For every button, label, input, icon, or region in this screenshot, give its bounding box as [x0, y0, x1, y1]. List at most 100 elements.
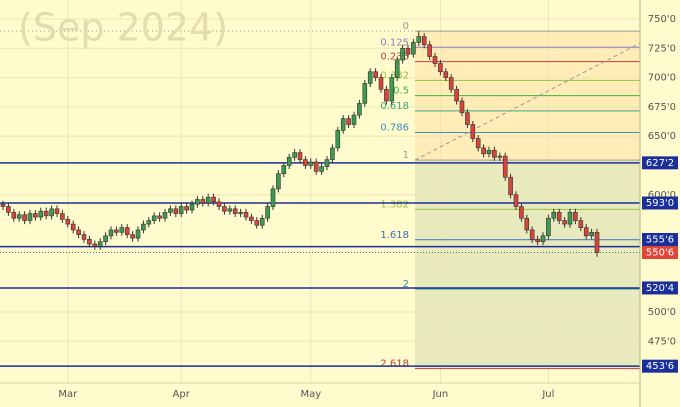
candle-body — [297, 152, 303, 160]
candle-body — [438, 63, 443, 73]
candle-body — [70, 223, 76, 231]
y-tick-label: 600'0 — [648, 190, 676, 201]
candle-body — [141, 223, 146, 231]
candle-body — [38, 210, 44, 218]
candle-body — [43, 210, 49, 217]
candle-body — [103, 235, 108, 242]
candle-body — [259, 217, 265, 226]
plot: Mar Apr May Jun Jul 0 0.125 0.236 0.382 0.5 0.618 0… — [0, 0, 641, 400]
price-tag-label: 555'6 — [646, 235, 674, 246]
candle-body — [443, 71, 449, 78]
y-tick-label: 500'0 — [648, 307, 676, 318]
candle-body — [389, 77, 395, 102]
fib-label: 0.236 — [380, 52, 409, 63]
candle-body — [135, 229, 141, 239]
candle-body — [475, 138, 481, 149]
candle-body — [594, 231, 600, 253]
y-tick-label: 725'0 — [648, 43, 676, 54]
candle-body — [173, 208, 179, 214]
candle-body — [232, 208, 238, 214]
candle-body — [373, 71, 378, 78]
candle-body — [465, 112, 470, 125]
candle-body — [16, 214, 22, 219]
y-tick-label: 750'0 — [648, 14, 676, 25]
candle-body — [367, 71, 373, 84]
x-tick-label: Jul — [541, 389, 554, 400]
candle-body — [578, 220, 584, 228]
candle-body — [378, 77, 384, 90]
candle-body — [313, 161, 319, 172]
candle-body — [151, 215, 157, 221]
candle-body — [324, 159, 330, 167]
candle-body — [481, 147, 486, 155]
candle-body — [384, 89, 389, 102]
candle-body — [583, 227, 589, 237]
fib-label: 1 — [403, 150, 409, 161]
candle-body — [567, 212, 573, 225]
y-tick-label: 650'0 — [648, 131, 676, 142]
candle-body — [346, 118, 351, 125]
candle-body — [162, 212, 168, 219]
candle-body — [205, 196, 211, 204]
candle-body — [108, 229, 114, 237]
candle-body — [546, 217, 551, 237]
candle-body — [216, 201, 222, 207]
watermark: (Sep 2024) — [18, 6, 228, 50]
candle-body — [400, 47, 405, 61]
candle-body — [286, 156, 292, 166]
x-tick-label: Jun — [432, 389, 449, 400]
price-tag-label: 627'2 — [646, 158, 674, 169]
candle-body — [238, 212, 243, 214]
y-tick-label: 675'0 — [648, 102, 676, 113]
candle-body — [330, 147, 335, 160]
candle-body — [265, 206, 270, 219]
candle-body — [556, 212, 562, 221]
candle-body — [243, 212, 249, 218]
candle-body — [195, 199, 200, 205]
fib-label: 1.382 — [380, 199, 409, 210]
candle-body — [470, 124, 476, 139]
candle-body — [540, 235, 546, 242]
candle-body — [497, 155, 503, 158]
candle-body — [119, 227, 125, 233]
candle-body — [157, 215, 162, 219]
y-tick-label: 700'0 — [648, 73, 676, 84]
trend-line — [414, 42, 641, 161]
x-tick-label: Mar — [58, 389, 78, 400]
candle-body — [0, 203, 6, 207]
candle-body — [254, 220, 260, 226]
candle-body — [319, 166, 324, 172]
candle-body — [54, 208, 60, 214]
candle-body — [276, 173, 281, 190]
price-tag-label: 520'4 — [646, 283, 674, 294]
fib-label: 1.618 — [380, 230, 409, 241]
candle-body — [394, 59, 400, 78]
fib-label: 0.125 — [380, 37, 409, 48]
candle-body — [33, 213, 38, 218]
candle-body — [200, 199, 206, 204]
candle-body — [184, 206, 189, 211]
candle-body — [146, 220, 152, 225]
fib-label: 2.618 — [380, 359, 409, 370]
candle-body — [357, 103, 362, 116]
candle-body — [335, 130, 341, 149]
candle-body — [130, 234, 135, 239]
candle-body — [65, 219, 71, 225]
candle-body — [416, 36, 422, 43]
candle-body — [292, 152, 297, 158]
last-price-label: 550'6 — [646, 248, 674, 259]
candle-body — [432, 56, 438, 64]
candle-body — [249, 216, 254, 221]
candle-body — [211, 196, 216, 203]
candle-body — [222, 206, 227, 212]
candle-body — [486, 149, 492, 155]
candle-body — [411, 42, 416, 55]
candle-body — [281, 165, 287, 174]
candle-body — [76, 229, 81, 235]
candle-body — [513, 194, 519, 207]
price-tag — [642, 156, 678, 170]
candle-body — [362, 83, 368, 104]
candle-body — [562, 220, 567, 225]
candle-body — [589, 231, 594, 237]
